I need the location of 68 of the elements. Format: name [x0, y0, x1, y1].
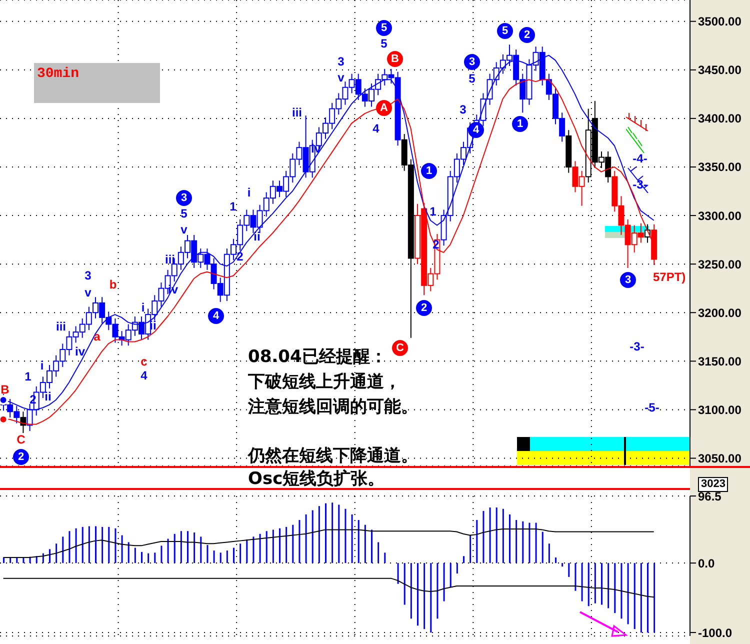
annotation: 08.04已经提醒：	[248, 346, 387, 368]
annotation: C	[392, 340, 408, 356]
annotation: a	[94, 330, 100, 344]
annotation: 5	[468, 72, 476, 86]
annotation: 仍然在短线下降通道。	[248, 445, 418, 467]
annotation: 1	[430, 204, 436, 218]
y-tick-label: 3350.00	[698, 160, 742, 174]
annotation: 4	[372, 122, 380, 136]
y-tick-label: 3400.00	[698, 112, 742, 126]
annotation: 5	[376, 20, 392, 36]
y-tick-label: 0.0	[698, 556, 716, 570]
annotation: 下破短线上升通道，	[248, 371, 401, 393]
annotation: 1	[512, 116, 528, 132]
annotation: iii	[164, 252, 176, 266]
annotation: b	[109, 278, 117, 292]
annotation: 2	[416, 300, 432, 316]
annotation: iii	[292, 106, 302, 120]
y-tick-label: 96.5	[698, 489, 722, 504]
annotation: -3-	[630, 340, 644, 354]
y-tick-label: -100.0	[698, 626, 732, 640]
y-tick-label: 3100.00	[698, 402, 742, 417]
annotation: 4	[208, 308, 224, 324]
annotation: 1	[421, 163, 437, 179]
annotation: 57PT)	[653, 269, 686, 285]
y-tick-label: 3150.00	[698, 354, 742, 368]
annotation: 5	[180, 206, 188, 220]
annotation: ii	[44, 390, 52, 404]
annotation: i	[247, 186, 251, 200]
annotation: B	[0, 382, 10, 396]
annotation: iii	[56, 320, 66, 334]
y-tick-label: 3500.00	[698, 14, 742, 29]
annotation: 4	[140, 368, 148, 382]
annotation: c	[140, 354, 148, 368]
y-tick-label: 3450.00	[698, 63, 742, 78]
y-tick-label: 3050.00	[698, 451, 742, 466]
annotation: 5	[497, 23, 513, 39]
annotation: 3	[460, 102, 466, 116]
annotation: v	[338, 70, 344, 84]
annotation: ii	[254, 230, 260, 244]
annotation: 3	[338, 54, 344, 68]
y-tick-label: 3300.00	[698, 208, 742, 223]
annotation: 2	[519, 27, 535, 43]
annotation: 3	[464, 54, 480, 70]
y-tick-label: 3200.00	[698, 306, 742, 320]
annotation: 注意短线回调的可能。	[248, 396, 418, 418]
annotation: A	[376, 100, 392, 116]
annotation: 3	[620, 272, 636, 288]
text: Osc短线负扩张。	[248, 468, 385, 490]
y-tick-label: 3250.00	[698, 257, 742, 272]
annotation: v	[84, 286, 92, 300]
annotation: 2	[13, 449, 29, 465]
annotation: i	[40, 358, 44, 372]
annotation: -4-	[632, 152, 648, 166]
annotation: 1	[230, 200, 236, 214]
annotation: 30min	[37, 66, 80, 82]
annotation: 5	[380, 36, 388, 50]
annotation: -5-	[644, 400, 660, 414]
annotation: 4	[468, 122, 484, 138]
annotation: 3	[176, 190, 192, 206]
annotation: 1	[24, 370, 32, 384]
annotation: iv	[74, 344, 86, 358]
annotation: C	[16, 432, 26, 446]
annotation: i	[141, 300, 145, 314]
label-box: 30min	[34, 63, 160, 103]
annotation: v	[180, 222, 188, 236]
annotation: 3	[84, 268, 92, 282]
text: 3023	[698, 477, 728, 492]
annotation: B	[387, 51, 403, 67]
